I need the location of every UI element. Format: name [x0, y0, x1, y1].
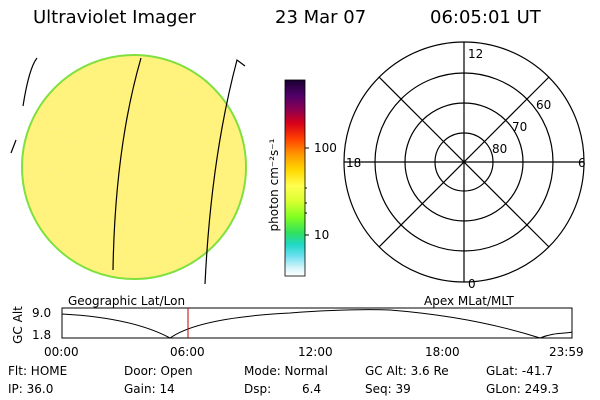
altitude-plot-frame — [61, 307, 573, 339]
gc-alt-status: GC Alt: 3.6 Re — [365, 364, 449, 378]
time-tick-1800: 18:00 — [425, 345, 460, 359]
gain-status: Gain: 14 — [124, 382, 175, 396]
altitude-tick-9: 9.0 — [32, 306, 52, 320]
time-tick-1200: 12:00 — [298, 345, 333, 359]
mode-status: Mode: Normal — [244, 364, 328, 378]
longitude-line — [112, 57, 142, 271]
mlat-label-60: 60 — [536, 98, 552, 112]
uv-disk-image — [10, 54, 247, 285]
altitude-plot — [61, 307, 573, 339]
time-tick-2359: 23:59 — [549, 345, 584, 359]
mlat-label-70: 70 — [512, 120, 528, 134]
altitude-tick-1-8: 1.8 — [32, 328, 52, 342]
disk-limb — [21, 54, 247, 280]
seq-status: Seq: 39 — [365, 382, 411, 396]
geographic-panel-label: Geographic Lat/Lon — [68, 294, 186, 308]
mlt-label-18: 18 — [346, 156, 362, 170]
mlt-label-0: 0 — [468, 277, 476, 291]
ip-status: IP: 36.0 — [8, 382, 54, 396]
dsp-value: 6.4 — [302, 382, 322, 396]
polar-plot — [343, 41, 585, 283]
mlat-label-80: 80 — [492, 142, 508, 156]
altitude-axis-label: GC Alt — [11, 306, 25, 344]
time-tick-0000: 00:00 — [44, 345, 79, 359]
glat-status: GLat: -41.7 — [486, 364, 553, 378]
colorbar-unit-label: photon cm⁻²s⁻¹ — [267, 138, 281, 232]
glon-status: GLon: 249.3 — [486, 382, 559, 396]
time-label: 06:05:01 UT — [430, 7, 541, 28]
longitude-line — [10, 139, 17, 154]
colorbar-tick-100: 100 — [314, 141, 337, 155]
altitude-curve — [61, 309, 573, 339]
colorbar-tick-10: 10 — [314, 228, 330, 242]
apex-panel-label: Apex MLat/MLT — [424, 294, 514, 308]
door-status: Door: Open — [124, 364, 193, 378]
color-scale-bar — [284, 79, 309, 277]
instrument-title: Ultraviolet Imager — [33, 7, 196, 28]
flight-status: Flt: HOME — [8, 364, 68, 378]
date-label: 23 Mar 07 — [275, 7, 367, 28]
dsp-label: Dsp: — [244, 382, 272, 396]
longitude-line — [22, 57, 38, 107]
longitude-line — [204, 58, 246, 285]
mlt-label-12: 12 — [468, 47, 484, 61]
time-tick-0600: 06:00 — [170, 345, 205, 359]
mlt-label-6: 6 — [578, 156, 586, 170]
